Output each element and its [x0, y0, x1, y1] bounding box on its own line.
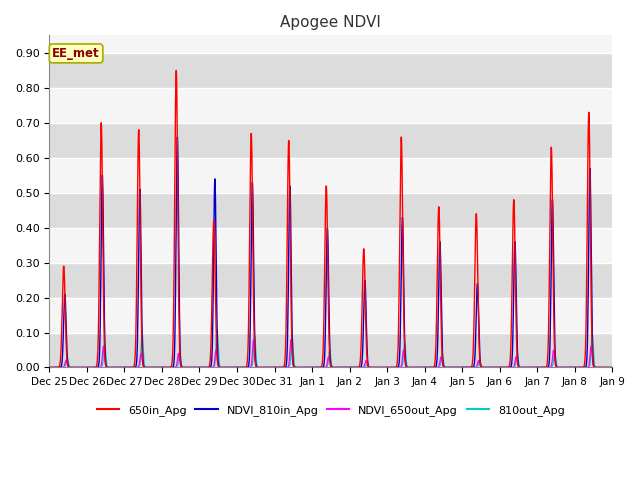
Legend: 650in_Apg, NDVI_810in_Apg, NDVI_650out_Apg, 810out_Apg: 650in_Apg, NDVI_810in_Apg, NDVI_650out_A…: [92, 400, 569, 420]
Title: Apogee NDVI: Apogee NDVI: [280, 15, 381, 30]
Bar: [49, 36, 612, 53]
Bar: [49, 53, 612, 88]
Text: EE_met: EE_met: [52, 47, 100, 60]
Bar: [49, 263, 612, 298]
Bar: [49, 298, 612, 333]
Bar: [49, 192, 612, 228]
Bar: [49, 88, 612, 123]
Bar: [49, 123, 612, 158]
Bar: [49, 158, 612, 192]
Bar: [49, 333, 612, 368]
Bar: [49, 228, 612, 263]
